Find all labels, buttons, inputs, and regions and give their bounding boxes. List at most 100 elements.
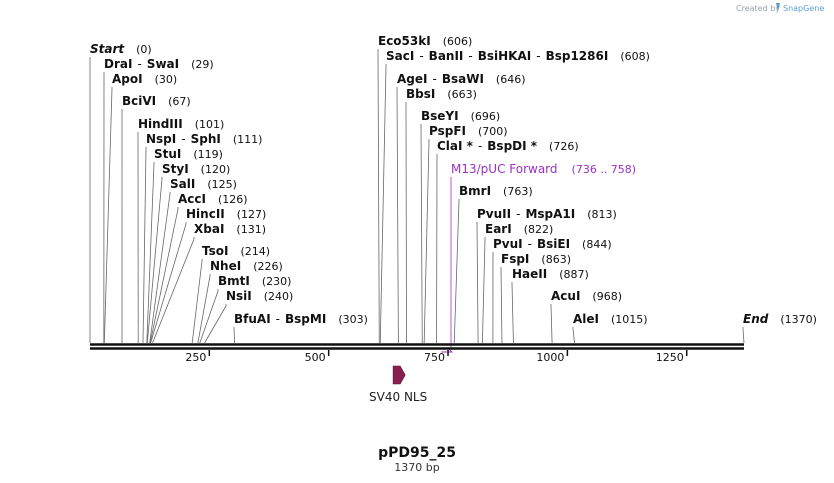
site-labels: Start (0)DraI - SwaI (29)ApoI (30)BciVI (67)Hi… (90, 34, 817, 353)
enzyme-name: BmrI (459, 184, 491, 198)
site-label[interactable]: EarI (822) (485, 222, 553, 236)
site-position: (763) (503, 185, 533, 198)
site-position: (887) (559, 268, 589, 281)
connector-eari (482, 237, 486, 344)
site-position: (230) (262, 275, 292, 288)
connector-bmri (453, 199, 460, 344)
site-label[interactable]: AgeI - BsaWI (646) (397, 72, 526, 86)
enzyme-name: ClaI * (437, 139, 474, 153)
site-label[interactable]: PvuII - MspA1I (813) (477, 207, 617, 221)
enzyme-name: SwaI (147, 57, 179, 71)
site-label[interactable]: Start (0) (90, 42, 152, 56)
site-label[interactable]: SacI - BanII - BsiHKAI - Bsp1286I (608) (386, 49, 650, 63)
connector-styi (146, 177, 163, 344)
enzyme-name: Eco53kI (378, 34, 431, 48)
enzyme-name: Start (90, 42, 125, 56)
snapgene-logo-icon (776, 3, 780, 11)
enzyme-name: BbsI (406, 87, 435, 101)
site-position: (303) (338, 313, 368, 326)
site-label[interactable]: AleI (1015) (573, 312, 648, 326)
connector-saci (379, 64, 387, 344)
site-label[interactable]: Eco53kI (606) (378, 34, 472, 48)
site-position: (968) (592, 290, 622, 303)
site-label[interactable]: BciVI (67) (122, 94, 191, 108)
site-label[interactable]: BseYI (696) (421, 109, 500, 123)
site-position: (30) (155, 73, 178, 86)
site-position: (126) (218, 193, 248, 206)
site-label[interactable]: PvuI - BsiEI (844) (493, 237, 612, 251)
site-position: (111) (233, 133, 263, 146)
enzyme-name: BseYI (421, 109, 459, 123)
site-connectors (89, 49, 745, 349)
site-label[interactable]: AccI (126) (178, 192, 248, 206)
connector-nsii (204, 304, 227, 344)
site-label[interactable]: StuI (119) (154, 147, 223, 161)
plasmid-length: 1370 bp (394, 461, 439, 474)
enzyme-name: NheI (210, 259, 241, 273)
enzyme-name: PvuI (493, 237, 523, 251)
site-position: (736 .. 758) (572, 163, 637, 176)
enzyme-name: TsoI (202, 244, 228, 258)
enzyme-name: BspMI (285, 312, 326, 326)
site-label[interactable]: NsiI (240) (226, 289, 293, 303)
site-position: (1015) (611, 313, 648, 326)
site-position: (700) (478, 125, 508, 138)
site-label[interactable]: BmrI (763) (459, 184, 533, 198)
primer-arrow[interactable] (441, 348, 454, 353)
ruler-tick-label: 1000 (536, 351, 564, 364)
enzyme-name: FspI (501, 252, 529, 266)
connector-eco53ki (377, 49, 380, 344)
site-label[interactable]: AcuI (968) (551, 289, 622, 303)
site-position: (0) (136, 43, 152, 56)
site-position: (663) (447, 88, 477, 101)
enzyme-name: HindIII (138, 117, 183, 131)
enzyme-name: AcuI (551, 289, 580, 303)
ruler-tick-label: 250 (185, 351, 206, 364)
enzyme-name: M13/pUC Forward (451, 162, 558, 176)
site-label[interactable]: HaeII (887) (512, 267, 589, 281)
connector-pvuii (476, 222, 479, 344)
site-label[interactable]: TsoI (214) (202, 244, 270, 258)
feature-label: SV40 NLS (369, 390, 427, 404)
site-label[interactable]: SalI (125) (170, 177, 237, 191)
enzyme-name: NsiI (226, 289, 252, 303)
enzyme-name: HincII (186, 207, 225, 221)
site-label[interactable]: BbsI (663) (406, 87, 477, 101)
site-position: (1370) (780, 313, 817, 326)
site-position: (646) (496, 73, 526, 86)
feature-arrow[interactable] (392, 365, 406, 385)
site-label[interactable]: BfuAI - BspMI (303) (234, 312, 368, 326)
connector-nhei (197, 274, 211, 344)
features: SV40 NLS (369, 365, 427, 404)
enzyme-name: AleI (573, 312, 599, 326)
enzyme-name: Bsp1286I (546, 49, 609, 63)
enzyme-name: BsiEI (537, 237, 570, 251)
site-position: (67) (168, 95, 191, 108)
site-label[interactable]: FspI (863) (501, 252, 571, 266)
backbone (90, 343, 744, 350)
site-position: (726) (549, 140, 579, 153)
site-label[interactable]: ClaI * - BspDI * (726) (437, 139, 579, 153)
site-label[interactable]: End (1370) (743, 312, 817, 326)
site-position: (240) (264, 290, 294, 303)
site-position: (127) (237, 208, 267, 221)
site-label[interactable]: ApoI (30) (112, 72, 177, 86)
site-label[interactable]: NheI (226) (210, 259, 283, 273)
site-label[interactable]: HincII (127) (186, 207, 266, 221)
site-label[interactable]: NspI - SphI (111) (146, 132, 262, 146)
connector-stui (146, 162, 155, 344)
site-label[interactable]: M13/pUC Forward (736 .. 758) (451, 162, 636, 176)
site-label[interactable]: DraI - SwaI (29) (104, 57, 214, 71)
site-position: (29) (191, 58, 214, 71)
enzyme-name: PspFI (429, 124, 466, 138)
enzyme-name: StyI (162, 162, 189, 176)
site-position: (822) (524, 223, 554, 236)
site-label[interactable]: XbaI (131) (194, 222, 266, 236)
enzyme-name: SalI (170, 177, 195, 191)
site-label[interactable]: BmtI (230) (218, 274, 291, 288)
site-label[interactable]: PspFI (700) (429, 124, 508, 138)
enzyme-name: ApoI (112, 72, 143, 86)
site-label[interactable]: StyI (120) (162, 162, 230, 176)
site-label[interactable]: HindIII (101) (138, 117, 224, 131)
site-position: (606) (443, 35, 473, 48)
